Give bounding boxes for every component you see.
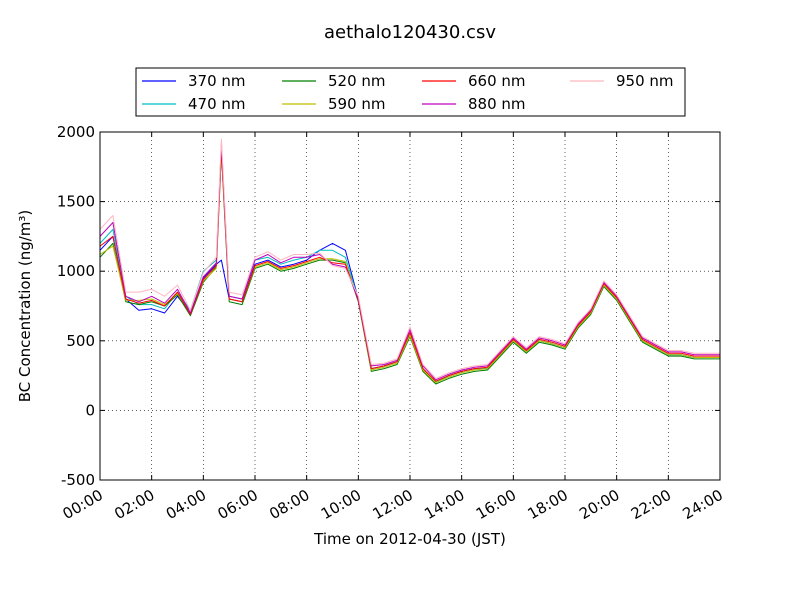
legend-label: 520 nm bbox=[328, 72, 386, 90]
series-layer bbox=[99, 138, 720, 385]
y-tick-label: 2000 bbox=[57, 123, 95, 141]
y-tick-label: 0 bbox=[85, 401, 95, 419]
legend-label: 660 nm bbox=[468, 72, 526, 90]
grid-lines bbox=[100, 132, 720, 480]
axis-ticks bbox=[99, 131, 721, 481]
y-tick-label: -500 bbox=[61, 471, 95, 489]
series-line bbox=[99, 138, 720, 379]
legend-label: 950 nm bbox=[616, 72, 674, 90]
y-tick-label: 500 bbox=[66, 332, 95, 350]
y-tick-label: 1500 bbox=[57, 193, 95, 211]
y-axis-label: BC Concentration (ng/m³) bbox=[16, 210, 34, 403]
series-line bbox=[99, 142, 720, 381]
chart-title: aethalo120430.csv bbox=[324, 22, 496, 43]
series-line bbox=[99, 148, 720, 382]
series-line bbox=[99, 152, 720, 385]
y-tick-labels: -500 0 500 1000 1500 2000 bbox=[57, 123, 95, 489]
legend-label: 590 nm bbox=[328, 95, 386, 113]
legend-label: 880 nm bbox=[468, 95, 526, 113]
legend-box bbox=[135, 67, 686, 117]
legend-label: 470 nm bbox=[188, 95, 246, 113]
legend-label: 370 nm bbox=[188, 72, 246, 90]
x-axis-label: Time on 2012-04-30 (JST) bbox=[313, 530, 506, 548]
y-tick-label: 1000 bbox=[57, 262, 95, 280]
series-line bbox=[99, 151, 720, 384]
legend: 370 nm 470 nm 520 nm 590 nm 660 nm 880 nm 950 … bbox=[135, 67, 686, 117]
